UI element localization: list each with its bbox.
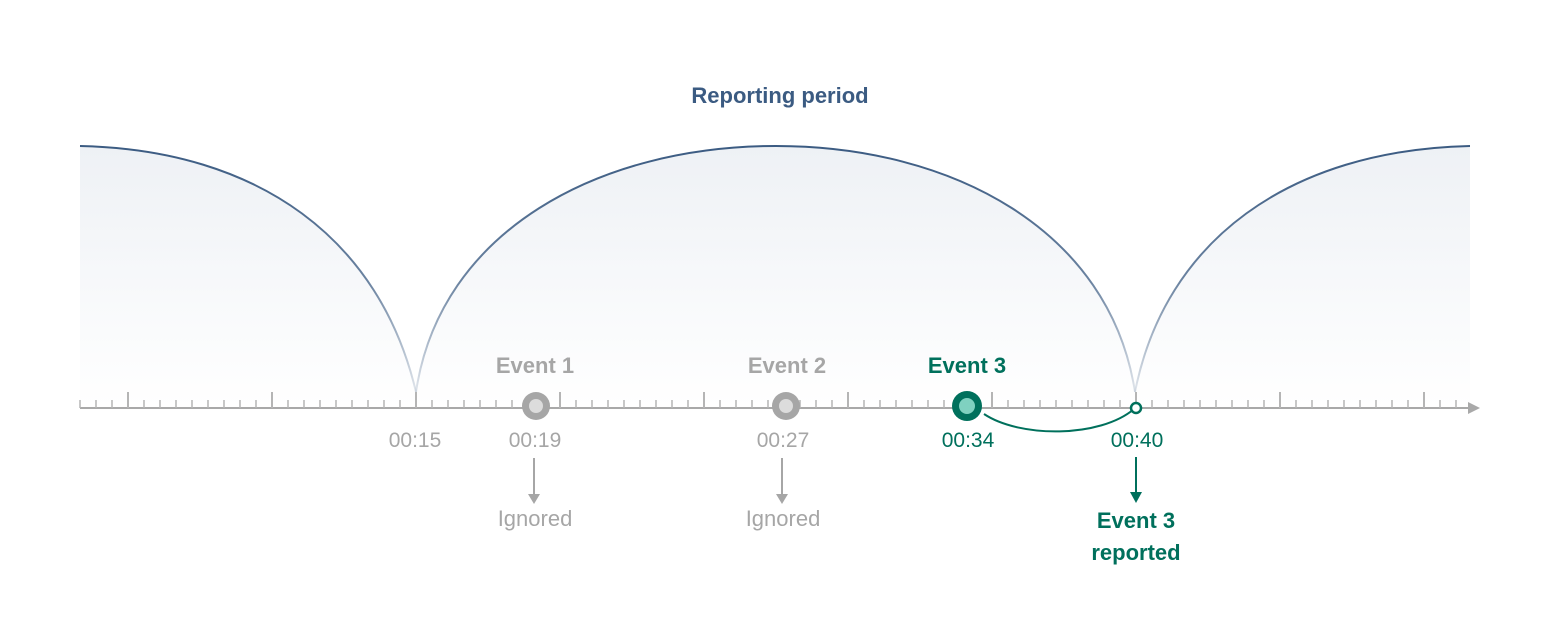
- event-3-label: Event 3: [928, 353, 1006, 378]
- reporting-period-arches: [79, 144, 1471, 408]
- event-1-label: Event 1: [496, 353, 574, 378]
- event-2-marker-center: [779, 399, 793, 413]
- event-2-arrowhead-icon: [776, 494, 788, 504]
- event-3-report-connector: [983, 408, 1135, 433]
- diagram-title: Reporting period: [691, 83, 868, 108]
- timeline-arrow-icon: [1468, 402, 1480, 414]
- event-1: Event 1 00:19 Ignored: [496, 353, 574, 531]
- event-3: Event 3 00:34: [928, 353, 1135, 452]
- event-3-marker-center: [959, 398, 975, 414]
- report-time: 00:40: [1111, 429, 1164, 452]
- boundary-time-start: 00:15: [389, 429, 442, 452]
- report-point-marker-icon: [1129, 401, 1143, 415]
- period-arch-left-edge: [79, 145, 417, 393]
- event-1-outcome: Ignored: [498, 506, 573, 531]
- period-arch-middle: [416, 146, 1135, 408]
- period-arch-middle-edge: [415, 144, 1136, 393]
- report-outcome-line1: Event 3: [1097, 508, 1175, 533]
- event-1-arrowhead-icon: [528, 494, 540, 504]
- event-2: Event 2 00:27 Ignored: [746, 353, 826, 531]
- report-point: 00:40 Event 3 reported: [1091, 401, 1181, 565]
- event-2-label: Event 2: [748, 353, 826, 378]
- report-arrowhead-icon: [1130, 492, 1142, 503]
- event-3-time: 00:34: [942, 429, 995, 452]
- period-arch-right-edge: [1134, 145, 1471, 393]
- event-2-time: 00:27: [757, 429, 810, 452]
- event-1-time: 00:19: [509, 429, 562, 452]
- period-arch-right: [1135, 146, 1470, 408]
- event-2-outcome: Ignored: [746, 506, 821, 531]
- period-arch-left: [80, 146, 416, 408]
- report-outcome-line2: reported: [1091, 540, 1180, 565]
- event-1-marker-center: [529, 399, 543, 413]
